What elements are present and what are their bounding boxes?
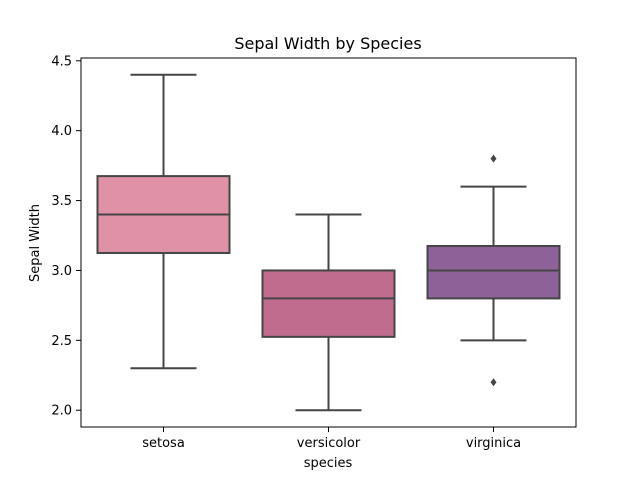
x-tick-label: setosa (142, 436, 185, 451)
axes-frame (80, 57, 577, 428)
x-axis-label: species (304, 456, 353, 471)
y-tick-label: 3.0 (51, 264, 72, 279)
x-tick-label: versicolor (297, 436, 361, 451)
plot-area (96, 73, 561, 412)
iqr-box (261, 269, 396, 338)
y-tick-label: 2.0 (51, 404, 72, 419)
x-axis: setosa versicolor virginica (142, 427, 521, 451)
box-versicolor (261, 213, 396, 412)
y-tick-label: 2.5 (51, 334, 72, 349)
outlier-point (490, 378, 497, 387)
y-tick-label: 3.5 (51, 194, 72, 209)
iqr-box (426, 244, 561, 300)
x-tick-label: virginica (466, 436, 521, 451)
y-tick-label: 4.5 (51, 54, 72, 69)
y-tick-label: 4.0 (51, 124, 72, 139)
box-virginica (426, 154, 561, 387)
outlier-point (490, 154, 497, 163)
y-axis-label: Sepal Width (28, 204, 43, 282)
box-setosa (96, 73, 231, 370)
y-axis: 2.0 2.5 3.0 3.5 4.0 4.5 (51, 54, 81, 419)
chart-title: Sepal Width by Species (234, 34, 421, 53)
